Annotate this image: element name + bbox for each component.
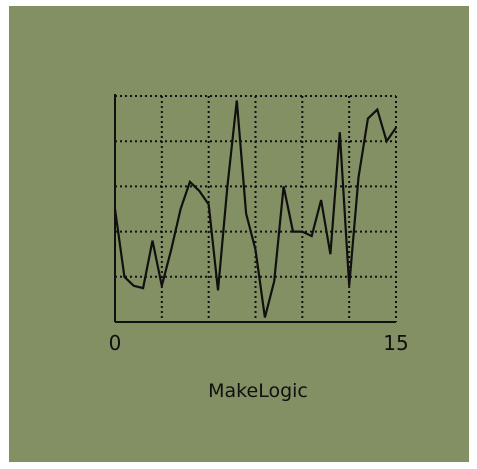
x-tick-label: 15 [383, 331, 408, 355]
device-screen [9, 6, 469, 462]
series-line-1 [113, 100, 397, 318]
grid-lines [115, 95, 397, 322]
x-tick-labels: 0 15 [109, 331, 409, 355]
chart-caption: MakeLogic [208, 380, 308, 402]
series-layer [113, 100, 397, 318]
x-tick-label: 0 [109, 331, 122, 355]
chart-axes [114, 94, 396, 323]
